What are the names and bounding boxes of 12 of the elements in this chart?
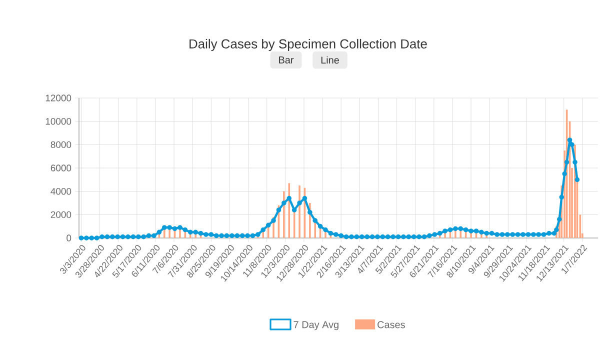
y-tick-label: 2000 [50, 211, 72, 218]
y-tick-label: 0 [66, 234, 72, 242]
text: Line [321, 56, 339, 64]
y-tick-label: 12000 [46, 94, 72, 102]
text: Bar [279, 56, 294, 64]
chart-title: Daily Cases by Specimen Collection Date [190, 38, 427, 52]
y-tick-label: 8000 [50, 141, 72, 148]
y-tick-label: 10000 [46, 118, 72, 125]
legend-label: 7 Day Avg [294, 321, 338, 330]
y-tick-label: 4000 [50, 188, 72, 195]
legend-label: Cases [378, 321, 405, 328]
y-tick-label: 6000 [50, 164, 72, 172]
